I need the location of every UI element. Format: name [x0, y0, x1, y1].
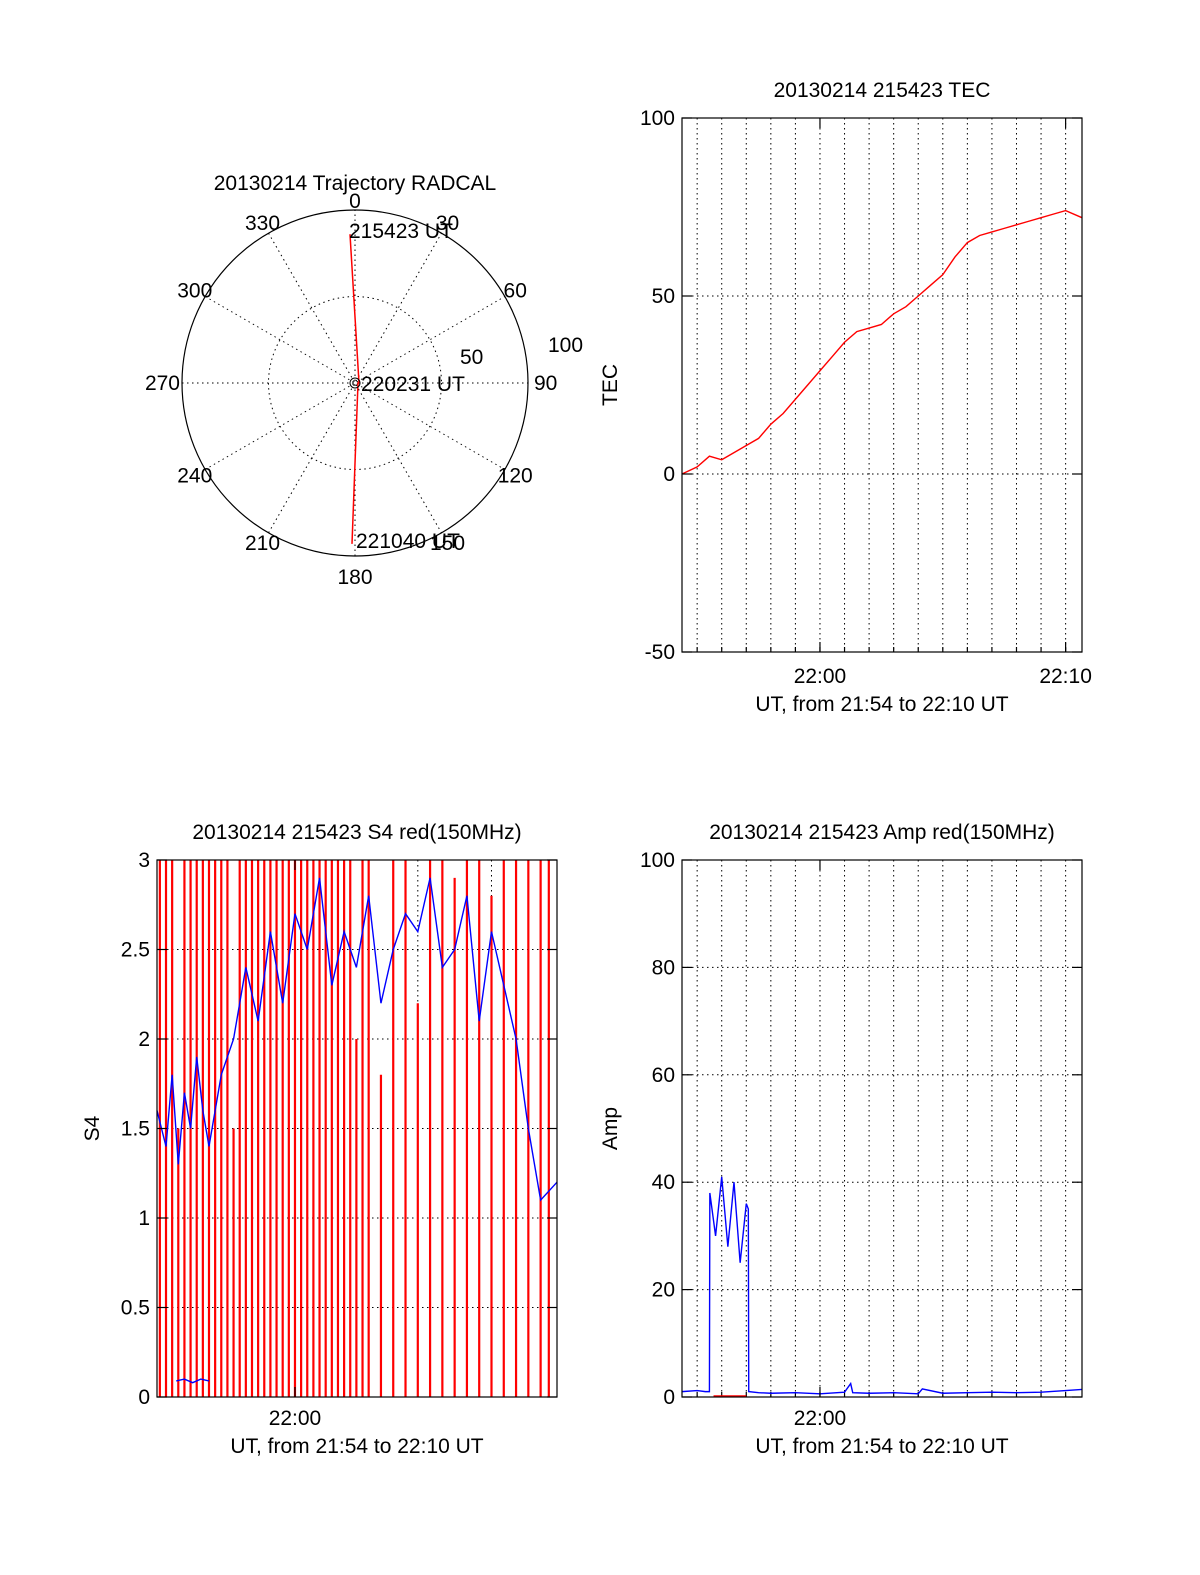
azimuth-label-270: 270	[145, 372, 180, 395]
azimuth-label-330: 330	[245, 212, 280, 235]
amp-xlabel: UT, from 21:54 to 22:10 UT	[755, 1435, 1008, 1458]
amp-xtick-label: 22:00	[794, 1407, 847, 1430]
amp-ylabel: Amp	[599, 1107, 622, 1150]
amp-ytick-label: 40	[652, 1171, 675, 1194]
azimuth-label-180: 180	[337, 566, 372, 589]
amp-grid	[682, 860, 1082, 1397]
tec-ylabel: TEC	[599, 364, 622, 406]
tec-xtick-label: 22:10	[1039, 665, 1092, 688]
trajectory-panel: 20130214 Trajectory RADCAL 0 30 60 90 120 150…	[145, 172, 583, 589]
amp-series	[681, 1176, 1083, 1397]
trajectory-title: 20130214 Trajectory RADCAL	[214, 172, 497, 195]
tec-xtick-label: 22:00	[794, 665, 847, 688]
tec-ytick-label: 100	[640, 107, 675, 130]
s4-series-2-line	[176, 1378, 210, 1384]
s4-ytick-label: 1	[138, 1207, 150, 1230]
polar-grid	[182, 210, 528, 556]
trajectory-end-label: 221040 UT	[356, 530, 460, 553]
tec-xlabel: UT, from 21:54 to 22:10 UT	[755, 693, 1008, 716]
azimuth-label-150: 150	[430, 532, 465, 555]
s4-ytick-label: 2	[138, 1028, 150, 1051]
s4-xlabel: UT, from 21:54 to 22:10 UT	[230, 1435, 483, 1458]
azimuth-label-210: 210	[245, 532, 280, 555]
amp-ytick-label: 80	[652, 956, 675, 979]
radial-label-50: 50	[460, 346, 483, 369]
amp-ytick-label: 100	[640, 849, 675, 872]
tec-title: 20130214 215423 TEC	[774, 79, 991, 102]
s4-ytick-label: 0.5	[121, 1297, 150, 1320]
amp-ytick-label: 20	[652, 1279, 675, 1302]
azimuth-label-0: 0	[349, 190, 361, 213]
tec-grid	[682, 118, 1082, 652]
s4-xtick-label: 22:00	[269, 1407, 322, 1430]
s4-ytick-label: 0	[138, 1386, 150, 1409]
s4-series-1-line	[156, 877, 558, 1202]
tec-panel: 20130214 215423 TEC -50 0 50 100 22:00 22:10 UT…	[599, 79, 1092, 716]
amp-frame	[681, 859, 1083, 1398]
azimuth-label-300: 300	[177, 280, 212, 303]
azimuth-label-120: 120	[498, 465, 533, 488]
trajectory-track	[349, 234, 360, 544]
amp-panel: 20130214 215423 Amp red(150MHz) 0 20 40 60 80…	[599, 821, 1083, 1458]
azimuth-label-30: 30	[436, 212, 459, 235]
s4-ytick-label: 1.5	[121, 1118, 150, 1141]
azimuth-label-60: 60	[504, 280, 527, 303]
radial-label-100: 100	[548, 334, 583, 357]
s4-title: 20130214 215423 S4 red(150MHz)	[192, 821, 521, 844]
horizon-circle	[181, 209, 529, 557]
tec-ytick-label: 50	[652, 285, 675, 308]
s4-ytick-label: 3	[138, 849, 150, 872]
tec-series-0-line	[681, 209, 1083, 475]
tec-ytick-label: 0	[663, 463, 675, 486]
azimuth-label-240: 240	[177, 465, 212, 488]
amp-ytick-label: 60	[652, 1064, 675, 1087]
trajectory-start-label: 215423 UT	[349, 220, 453, 243]
amp-ytick-label: 0	[663, 1386, 675, 1409]
azimuth-labels: 0 30 60 90 120 150 180 210 240 270 300 330	[145, 190, 557, 589]
tec-ytick-label: -50	[645, 641, 675, 664]
amp-series-0-line	[681, 1176, 1083, 1395]
amp-title: 20130214 215423 Amp red(150MHz)	[709, 821, 1055, 844]
s4-panel: 20130214 215423 S4 red(150MHz)00.511.522…	[81, 821, 558, 1458]
s4-ylabel: S4	[81, 1115, 104, 1141]
zenith-marker	[349, 377, 361, 389]
tec-series	[681, 209, 1083, 475]
trajectory-mid-label: 220231 UT	[361, 373, 465, 396]
s4-ytick-label: 2.5	[121, 939, 150, 962]
azimuth-label-90: 90	[534, 372, 557, 395]
tec-frame	[681, 117, 1083, 653]
